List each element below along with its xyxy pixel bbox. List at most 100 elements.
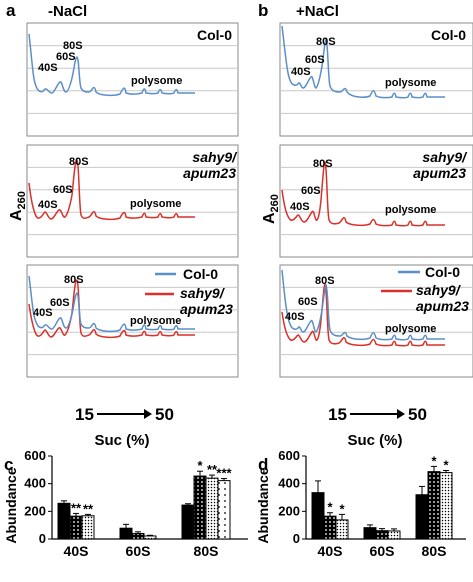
bar-chart-d: 0 200 400 600 Abundance * * 40S 60S * * 80S: [255, 448, 466, 559]
profile-grid: [27, 45, 238, 114]
profile-b-overlay: 40S 60S 80S polysome Col-0 sahy9/ apum23: [279, 264, 473, 378]
bar-80S-1: [193, 475, 207, 540]
panel-d-letter: d: [258, 455, 268, 474]
y-tick-label: 0: [39, 531, 46, 546]
gradient-arrow-head: [397, 409, 405, 419]
profile-ylabel-left: A260: [8, 191, 28, 221]
bar-40S-1: [69, 515, 83, 540]
genotype-label-mutant-1: sahy9/: [192, 149, 238, 165]
peak-label-80S: 80S: [64, 274, 84, 286]
significance-star: **: [83, 501, 94, 516]
x-tick-label: 80S: [194, 543, 219, 559]
wt-trace: [281, 25, 445, 99]
legend-wt-label: Col-0: [183, 266, 218, 282]
peak-label-polysome: polysome: [385, 77, 436, 89]
significance-star: *: [431, 453, 437, 468]
mutant-trace: [281, 161, 445, 227]
profile-b-mutant: 40S 60S 80S polysome sahy9/ apum23: [279, 144, 473, 258]
genotype-label-mutant-1: sahy9/: [422, 149, 468, 165]
panel-c-letter: c: [4, 455, 13, 474]
profile-a-wt: 40S 60S 80S polysome Col-0: [26, 22, 239, 137]
peak-label-60S: 60S: [53, 184, 73, 196]
peak-label-40S: 40S: [38, 62, 58, 74]
bar-40S-2: [81, 515, 95, 540]
panel-a-condition: -NaCl: [48, 3, 87, 20]
significance-star: **: [207, 462, 218, 477]
peak-label-80S: 80S: [315, 275, 335, 287]
significance-star: *: [443, 458, 449, 473]
bar-60S-1: [131, 532, 145, 540]
genotype-label-mutant-2: apum23: [413, 165, 466, 181]
bar-60S-2: [387, 530, 401, 540]
profile-frame: [279, 22, 473, 137]
bar-80S-2: [439, 472, 453, 540]
bar-40S-0: [57, 502, 71, 540]
peak-label-40S: 40S: [33, 307, 53, 319]
bar-80S-1: [427, 471, 441, 540]
wt-trace: [28, 275, 195, 333]
bar-40S-0: [311, 492, 325, 540]
y-tick-label: 200: [24, 503, 46, 518]
y-tick-label: 400: [278, 476, 300, 491]
profile-b-wt: 40S 60S 80S polysome Col-0: [279, 22, 473, 137]
legend-wt-label: Col-0: [425, 264, 460, 280]
wt-trace: [28, 33, 195, 97]
bar-60S-0: [119, 527, 133, 540]
legend-mutant-label-1: sahy9/: [416, 282, 462, 298]
peak-label-60S: 60S: [301, 185, 321, 197]
bar-80S-0: [415, 494, 429, 540]
mutant-trace: [281, 283, 445, 347]
significance-star: ***: [216, 466, 232, 481]
bar-60S-2: [143, 535, 157, 540]
significance-star: *: [339, 501, 345, 516]
genotype-label-wt: Col-0: [431, 27, 466, 43]
legend-mutant-label-2: apum23: [180, 301, 233, 317]
gradient-annotation-a: 15 50 Suc (%): [75, 405, 174, 449]
peak-label-80S: 80S: [69, 156, 89, 168]
profile-frame: [26, 22, 239, 137]
x-tick-label: 60S: [370, 543, 395, 559]
bar-80S-2: [205, 477, 219, 540]
genotype-label-wt: Col-0: [197, 27, 232, 43]
peak-label-polysome: polysome: [385, 323, 436, 335]
significance-star: *: [327, 500, 333, 515]
profile-a-overlay: 40S 60S 80S polysome Col-0 sahy9/ apum23: [26, 264, 239, 378]
y-tick-label: 0: [293, 531, 300, 546]
bar-40S-1: [323, 515, 337, 540]
profile-frame: [279, 144, 473, 258]
bar-80S-3: [217, 480, 231, 540]
profile-a-mutant: 40S 60S 80S polysome sahy9/ apum23: [26, 144, 239, 258]
peak-label-60S: 60S: [298, 296, 318, 308]
peak-label-60S: 60S: [50, 297, 70, 309]
gradient-xlabel: Suc (%): [347, 432, 402, 449]
x-tick-label: 60S: [126, 543, 151, 559]
peak-label-40S: 40S: [291, 66, 311, 78]
peak-label-polysome: polysome: [131, 75, 182, 87]
peak-label-polysome: polysome: [385, 204, 436, 216]
profile-grid: [280, 45, 473, 114]
y-tick-label: 200: [278, 503, 300, 518]
peak-label-40S: 40S: [285, 311, 305, 323]
y-axis-label: Abundance: [3, 467, 19, 543]
bar-60S-0: [363, 527, 377, 540]
gradient-start: 15: [75, 405, 94, 424]
peak-label-polysome: polysome: [130, 198, 181, 210]
y-tick-label: 600: [278, 448, 300, 463]
x-tick-label: 80S: [422, 543, 447, 559]
peak-label-80S: 80S: [316, 36, 336, 48]
profiles-group: 40S 60S 80S polysome Col-0 40S 60S 80S p…: [26, 22, 473, 378]
y-axis-label: Abundance: [255, 467, 271, 543]
peak-label-80S: 80S: [63, 40, 83, 52]
gradient-end: 50: [408, 405, 427, 424]
panel-a-letter: a: [6, 1, 16, 20]
gradient-end: 50: [155, 405, 174, 424]
significance-star: **: [71, 500, 82, 515]
profile-ylabel-right: A260: [261, 194, 281, 224]
legend-mutant-label-2: apum23: [416, 298, 469, 314]
significance-star: *: [197, 458, 203, 473]
wt-trace: [281, 269, 445, 341]
gradient-annotation-b: 15 50 Suc (%): [328, 405, 427, 449]
peak-label-60S: 60S: [56, 51, 76, 63]
